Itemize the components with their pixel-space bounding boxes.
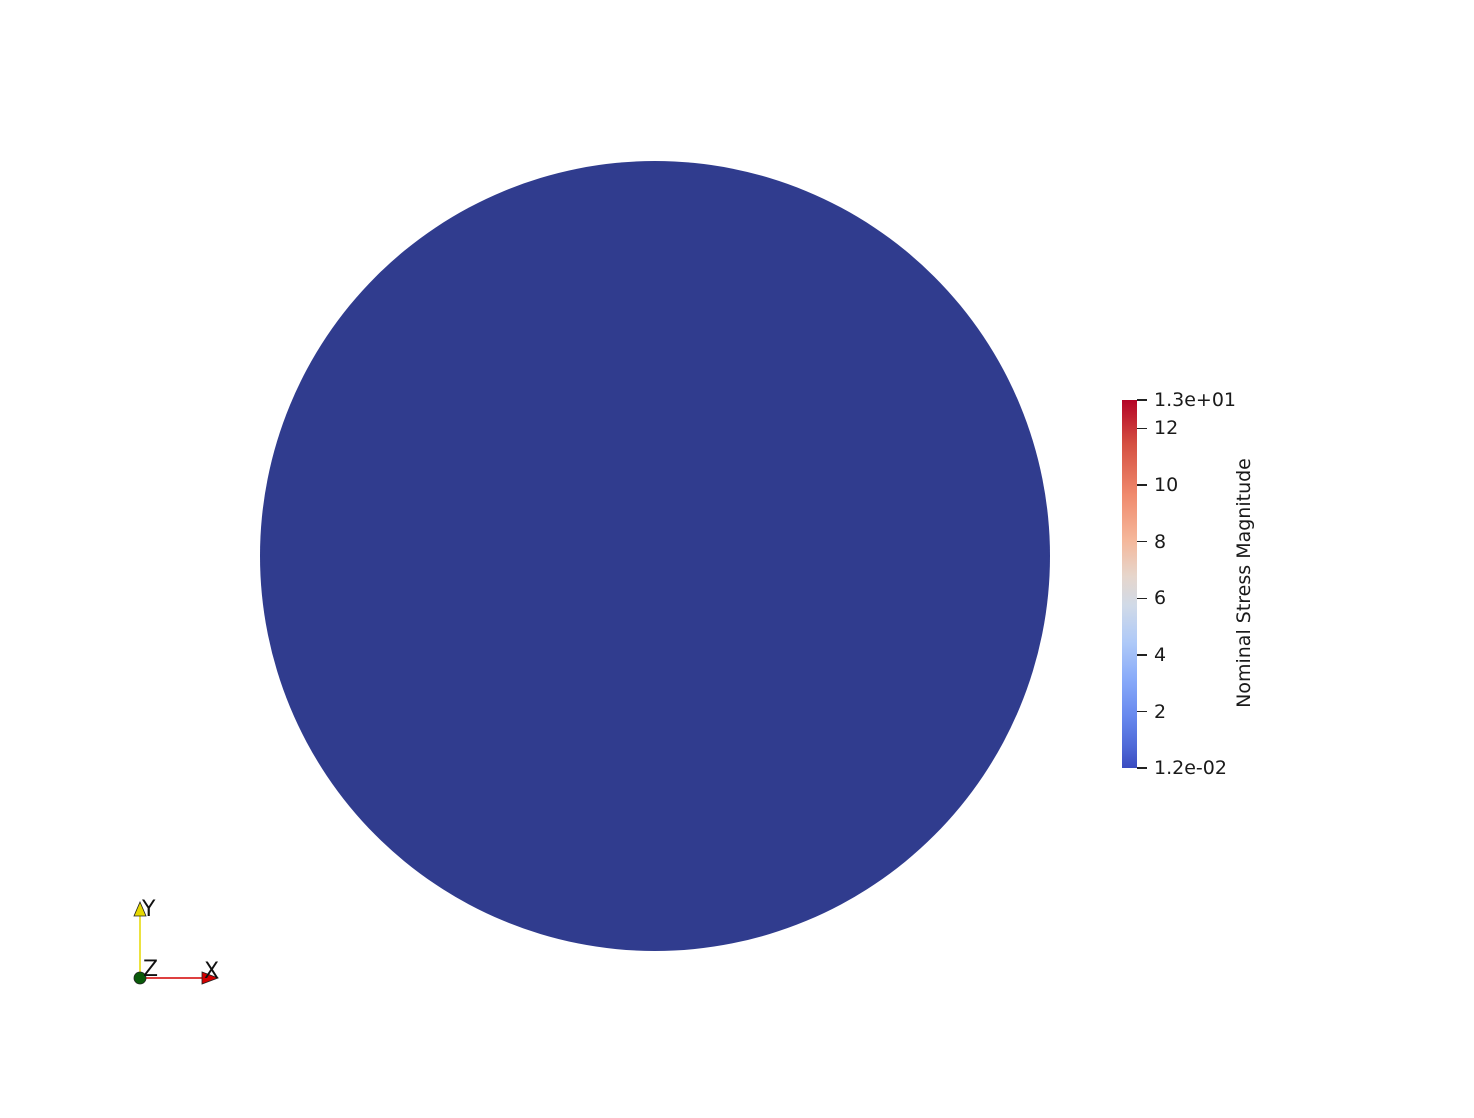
colorbar-tick-label: 12: [1154, 417, 1179, 440]
z-axis-marker: [133, 971, 147, 985]
colorbar-tick: [1137, 654, 1147, 656]
colorbar-tick-label: 4: [1154, 644, 1167, 666]
colorbar-tick: [1137, 597, 1147, 600]
colorbar-tick: [1137, 399, 1147, 401]
x-axis-arrow: [201, 971, 220, 985]
z-axis-label: Z: [143, 957, 158, 982]
colorbar-tick: [1137, 710, 1147, 713]
mesh-disc[interactable]: [260, 161, 1050, 951]
colorbar-tick-label: 8: [1154, 530, 1167, 553]
colorbar-tick: [1137, 540, 1147, 543]
colorbar-title: Nominal Stress Magnitude: [1233, 458, 1255, 708]
colorbar-tick: [1137, 767, 1147, 769]
colorbar-tick-label: 6: [1154, 587, 1167, 610]
scalar-colorbar: [1122, 400, 1137, 768]
orientation-axes-widget: Y X Z: [133, 897, 220, 985]
colorbar-tick: [1137, 427, 1147, 430]
colorbar-tick-label: 1.3e+01: [1154, 389, 1237, 411]
y-axis-arrow: [133, 900, 147, 917]
colorbar-tick: [1137, 484, 1147, 486]
colorbar-tick-label: 1.2e-02: [1154, 757, 1227, 779]
colorbar-tick-label: 10: [1154, 474, 1179, 496]
y-axis-label: Y: [141, 897, 156, 922]
colorbar-tick-label: 2: [1154, 700, 1167, 723]
x-axis-label: X: [204, 959, 219, 984]
